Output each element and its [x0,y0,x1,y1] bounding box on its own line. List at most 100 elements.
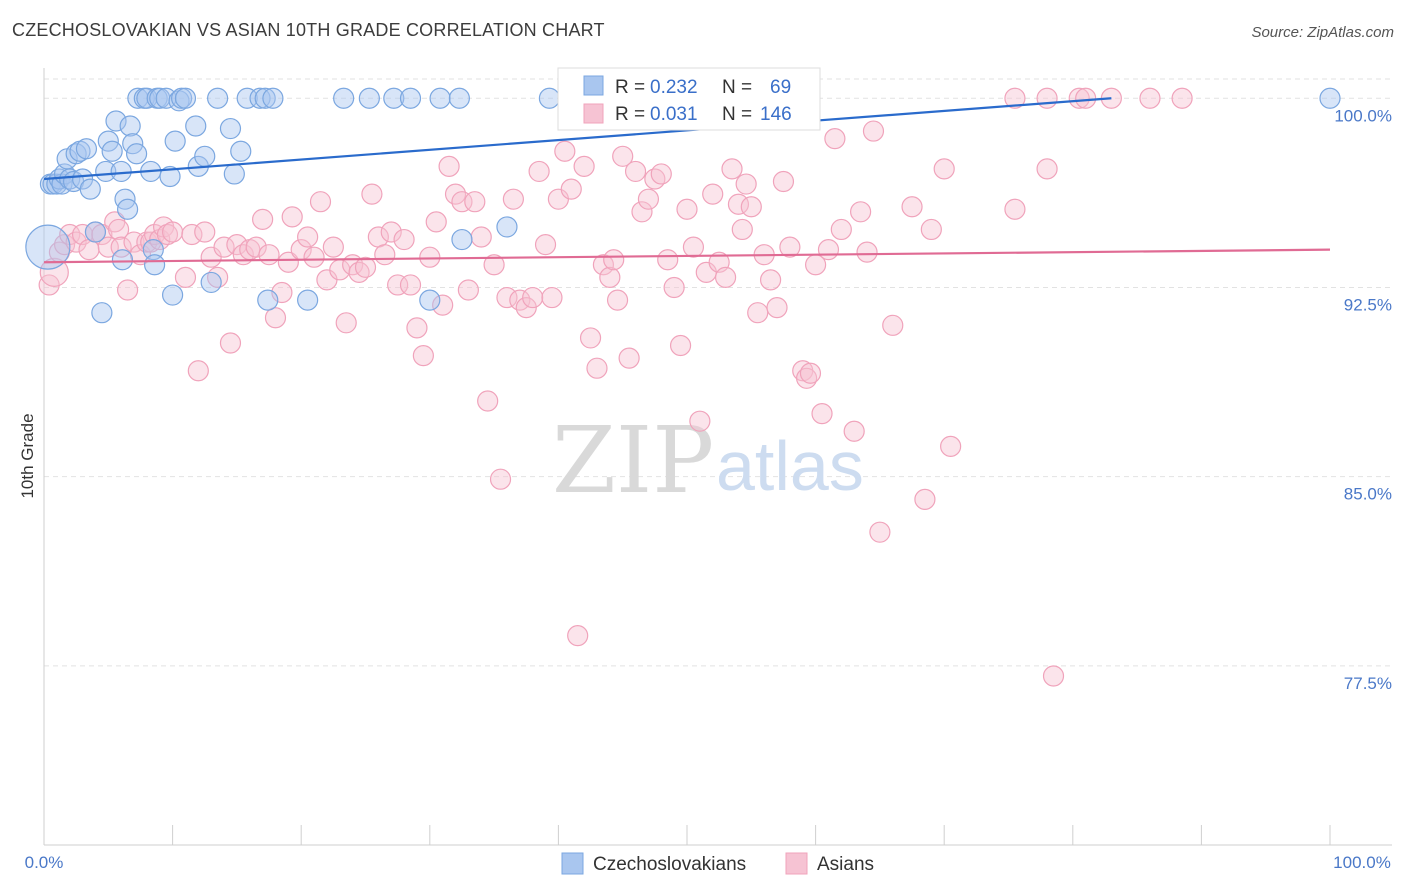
czechoslovakians-point [164,130,186,152]
asians-point [560,178,582,200]
czechoslovakians-point [105,110,127,132]
stats-n-value-1: 69 [770,77,791,98]
y-axis-tick-labels: 100.0% 92.5% 85.0% 77.5% [1334,106,1392,693]
asians-point [650,163,672,185]
asians-point [735,173,757,195]
stats-r-label-2: R = [615,104,645,125]
czechoslovakians-point [262,87,284,109]
legend-swatch-czechoslovakians [561,852,584,875]
czechoslovakians-point [59,168,81,190]
legend-label-asians: Asians [817,854,874,875]
czechoslovakians-point [95,160,117,183]
asians-point [522,286,544,309]
axes [43,68,1392,846]
czechoslovakians-point [1319,87,1341,109]
czechoslovakians-trend-line [43,97,1112,181]
asians-point [174,266,197,288]
czechoslovakians-point [142,239,164,261]
asians-point [663,276,685,299]
czechoslovakians-point [358,87,380,109]
asians-point [579,327,602,349]
asians-point [406,317,428,339]
asians-point [606,289,629,311]
czechoslovakians-point [25,224,71,270]
asians-point [309,191,332,213]
asians-point [483,254,505,276]
czechoslovakians-point [159,165,181,188]
x-axis-ticks [43,825,1331,845]
asians-point [901,196,923,218]
asians-point [1004,198,1026,220]
czechoslovakians-point [110,160,132,183]
asians-point [534,233,557,256]
asians-point [624,160,647,183]
czechoslovakians-point [143,254,166,276]
asians-point [464,191,486,213]
asians-point [528,160,550,183]
asians-point [412,344,434,367]
watermark-atlas: atlas [716,427,864,505]
asians-point [361,183,383,205]
asians-point [843,420,865,442]
stats-r-value-1: 0.232 [650,77,698,98]
asians-point [1068,87,1090,109]
czechoslovakians-point [496,216,518,238]
y-tick-label: 85.0% [1344,485,1392,504]
stats-r-label-1: R = [615,77,645,98]
y-tick-label: 100.0% [1334,106,1392,125]
asians-point [869,521,891,543]
czechoslovakians-point [185,115,207,137]
asians-point [817,239,840,261]
chart-title: CZECHOSLOVAKIAN VS ASIAN 10TH GRADE CORR… [12,20,605,40]
watermark: ZIP atlas [552,407,864,514]
bottom-legend: Czechoslovakians Asians [561,852,874,875]
czechoslovakians-point [538,87,560,109]
asians-point [116,279,139,301]
asians-point [702,183,724,205]
czechoslovakians-point [448,87,470,109]
stats-n-value-2: 146 [760,104,792,125]
asians-point [554,140,576,162]
czechoslovakians-point [236,87,258,109]
asians-point [1036,158,1058,180]
asians-point [187,360,209,382]
czechoslovakians-point [79,178,101,200]
y-tick-label: 77.5% [1344,674,1392,693]
asians-point [496,286,518,309]
asians-point [438,155,460,177]
czechoslovakians-point [419,289,441,311]
legend-swatch-asians [785,852,808,875]
stats-swatch-czechoslovakians [583,75,604,96]
czechoslovakians-point [207,87,229,109]
asians-point [721,158,743,180]
asians-point [759,269,782,291]
czechoslovakians-point [91,302,113,324]
asians-point [603,249,625,271]
asians-point [682,236,705,258]
asians-point [181,223,203,246]
series-asians-points [38,87,1193,687]
asians-point [457,279,479,301]
chart-source: Source: ZipAtlas.com [1251,24,1394,41]
asians-point [451,191,473,213]
asians-point [676,198,698,220]
czechoslovakians-point [125,143,148,165]
czechoslovakians-point [230,140,252,162]
asians-point [811,403,833,425]
asians-point [573,155,595,177]
asians-point [322,236,344,258]
czechoslovakians-point [383,87,405,109]
asians-point [489,468,512,490]
asians-point [933,158,955,180]
watermark-zip: ZIP [552,407,714,514]
asians-point [592,254,615,276]
czechoslovakians-point [429,87,451,109]
asians-point [281,206,303,228]
asians-point [1139,87,1161,109]
asians-point [714,266,737,288]
stats-r-value-2: 0.031 [650,104,698,125]
asians-point [264,307,287,329]
asians-point [123,231,145,253]
asians-point [354,256,377,278]
asians-point [599,266,621,288]
